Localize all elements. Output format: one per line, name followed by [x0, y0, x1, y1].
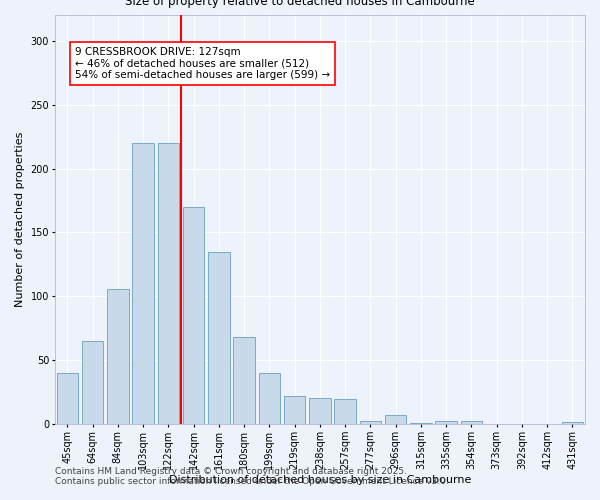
Bar [259, 373, 280, 424]
Bar [385, 416, 406, 424]
Text: Contains HM Land Registry data © Crown copyright and database right 2025.
Contai: Contains HM Land Registry data © Crown c… [55, 467, 448, 486]
Bar [82, 341, 103, 424]
Bar [309, 398, 331, 424]
Text: Size of property relative to detached houses in Cambourne: Size of property relative to detached ho… [125, 0, 475, 8]
Bar [107, 289, 128, 424]
Bar [208, 252, 230, 424]
Bar [158, 143, 179, 424]
Bar [436, 420, 457, 424]
Bar [562, 422, 583, 424]
X-axis label: Distribution of detached houses by size in Cambourne: Distribution of detached houses by size … [169, 475, 471, 485]
Bar [359, 420, 381, 424]
Bar [334, 399, 356, 424]
Bar [233, 338, 255, 424]
Bar [183, 207, 205, 424]
Bar [410, 423, 431, 424]
Bar [133, 143, 154, 424]
Text: 9 CRESSBROOK DRIVE: 127sqm
← 46% of detached houses are smaller (512)
54% of sem: 9 CRESSBROOK DRIVE: 127sqm ← 46% of deta… [75, 47, 330, 80]
Bar [56, 373, 78, 424]
Bar [461, 420, 482, 424]
Y-axis label: Number of detached properties: Number of detached properties [15, 132, 25, 308]
Bar [284, 396, 305, 424]
